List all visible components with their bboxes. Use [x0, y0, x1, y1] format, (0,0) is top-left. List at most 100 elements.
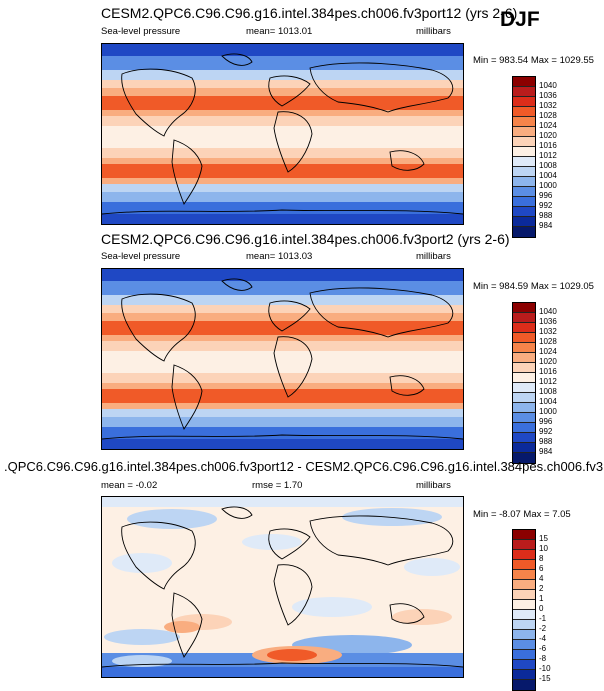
colorbar-tick-label: 992: [539, 201, 553, 210]
panel-3-colorbar: [512, 529, 536, 691]
colorbar-cell: [513, 443, 535, 453]
panel-3-rmse-label: rmse = 1.70: [252, 480, 303, 491]
colorbar-tick-label: 1004: [539, 171, 557, 180]
colorbar-tick-label: 1016: [539, 367, 557, 376]
colorbar-tick-label: 1008: [539, 161, 557, 170]
panel-1-colorbar: [512, 76, 536, 238]
colorbar-tick-label: 1040: [539, 307, 557, 316]
colorbar-cell: [513, 187, 535, 197]
colorbar-tick-label: 4: [539, 574, 544, 583]
colorbar-cell: [513, 87, 535, 97]
panel-2-colorbar: [512, 302, 536, 464]
colorbar-tick-label: -2: [539, 624, 547, 633]
colorbar-cell: [513, 207, 535, 217]
colorbar-tick-label: 1024: [539, 121, 557, 130]
colorbar-cell: [513, 393, 535, 403]
colorbar-cell: [513, 550, 535, 560]
colorbar-cell: [513, 640, 535, 650]
colorbar-tick-label: 1: [539, 594, 544, 603]
panel-1-map: [101, 43, 464, 225]
panel-2-units-label: millibars: [416, 251, 451, 262]
colorbar-tick-label: -6: [539, 644, 547, 653]
colorbar-tick-label: 1020: [539, 357, 557, 366]
colorbar-cell: [513, 77, 535, 87]
colorbar-cell: [513, 303, 535, 313]
panel-2-minmax: Min = 984.59 Max = 1029.05: [473, 281, 594, 292]
colorbar-cell: [513, 590, 535, 600]
colorbar-cell: [513, 177, 535, 187]
panel-3-title: .QPC6.C96.C96.g16.intel.384pes.ch006.fv3…: [4, 459, 604, 474]
colorbar-tick-label: 1040: [539, 81, 557, 90]
colorbar-tick-label: 1036: [539, 317, 557, 326]
colorbar-cell: [513, 107, 535, 117]
panel-2-title: CESM2.QPC6.C96.C96.g16.intel.384pes.ch00…: [101, 231, 510, 247]
colorbar-tick-label: 1012: [539, 151, 557, 160]
colorbar-cell: [513, 650, 535, 660]
colorbar-tick-label: 1036: [539, 91, 557, 100]
colorbar-tick-label: 1032: [539, 101, 557, 110]
colorbar-tick-label: 0: [539, 604, 544, 613]
colorbar-tick-label: -10: [539, 664, 551, 673]
colorbar-tick-label: 1028: [539, 337, 557, 346]
colorbar-tick-label: 984: [539, 221, 553, 230]
panel-2-mean-label: mean= 1013.03: [246, 251, 313, 262]
colorbar-cell: [513, 167, 535, 177]
colorbar-cell: [513, 680, 535, 690]
colorbar-tick-label: -8: [539, 654, 547, 663]
colorbar-tick-label: 6: [539, 564, 544, 573]
colorbar-cell: [513, 217, 535, 227]
colorbar-tick-label: 1000: [539, 181, 557, 190]
colorbar-tick-label: 1032: [539, 327, 557, 336]
colorbar-tick-label: 1020: [539, 131, 557, 140]
colorbar-tick-label: 1004: [539, 397, 557, 406]
colorbar-tick-label: -15: [539, 674, 551, 683]
colorbar-cell: [513, 610, 535, 620]
colorbar-tick-label: 988: [539, 211, 553, 220]
colorbar-cell: [513, 413, 535, 423]
colorbar-cell: [513, 353, 535, 363]
colorbar-cell: [513, 157, 535, 167]
colorbar-cell: [513, 227, 535, 237]
colorbar-cell: [513, 580, 535, 590]
colorbar-cell: [513, 383, 535, 393]
panel-1-units-label: millibars: [416, 26, 451, 37]
panel-3-mean-label: mean = -0.02: [101, 480, 158, 491]
colorbar-tick-label: 1012: [539, 377, 557, 386]
colorbar-cell: [513, 333, 535, 343]
panel-1-mean-label: mean= 1013.01: [246, 26, 313, 37]
colorbar-tick-label: -1: [539, 614, 547, 623]
colorbar-cell: [513, 660, 535, 670]
panel-2-variable-label: Sea-level pressure: [101, 251, 181, 262]
colorbar-cell: [513, 197, 535, 207]
panel-1-title: CESM2.QPC6.C96.C96.g16.intel.384pes.ch00…: [101, 5, 518, 21]
panel-2-map: [101, 268, 464, 450]
colorbar-cell: [513, 630, 535, 640]
colorbar-tick-label: 1000: [539, 407, 557, 416]
colorbar-tick-label: 1008: [539, 387, 557, 396]
panel-3-minmax: Min = -8.07 Max = 7.05: [473, 509, 571, 520]
colorbar-tick-label: 10: [539, 544, 548, 553]
colorbar-tick-label: 1024: [539, 347, 557, 356]
colorbar-tick-label: 8: [539, 554, 544, 563]
colorbar-cell: [513, 433, 535, 443]
colorbar-cell: [513, 137, 535, 147]
colorbar-cell: [513, 560, 535, 570]
colorbar-cell: [513, 540, 535, 550]
colorbar-cell: [513, 127, 535, 137]
season-label: DJF: [500, 8, 540, 31]
colorbar-tick-label: 996: [539, 417, 553, 426]
colorbar-cell: [513, 323, 535, 333]
colorbar-cell: [513, 343, 535, 353]
colorbar-cell: [513, 147, 535, 157]
panel-1-variable-label: Sea-level pressure: [101, 26, 181, 37]
colorbar-tick-label: 1016: [539, 141, 557, 150]
colorbar-tick-label: 984: [539, 447, 553, 456]
colorbar-cell: [513, 117, 535, 127]
colorbar-tick-label: 1028: [539, 111, 557, 120]
colorbar-cell: [513, 530, 535, 540]
colorbar-cell: [513, 97, 535, 107]
colorbar-tick-label: 988: [539, 437, 553, 446]
panel-1-minmax: Min = 983.54 Max = 1029.55: [473, 55, 594, 66]
panel-3-map: [101, 496, 464, 678]
panel-3-units-label: millibars: [416, 480, 451, 491]
